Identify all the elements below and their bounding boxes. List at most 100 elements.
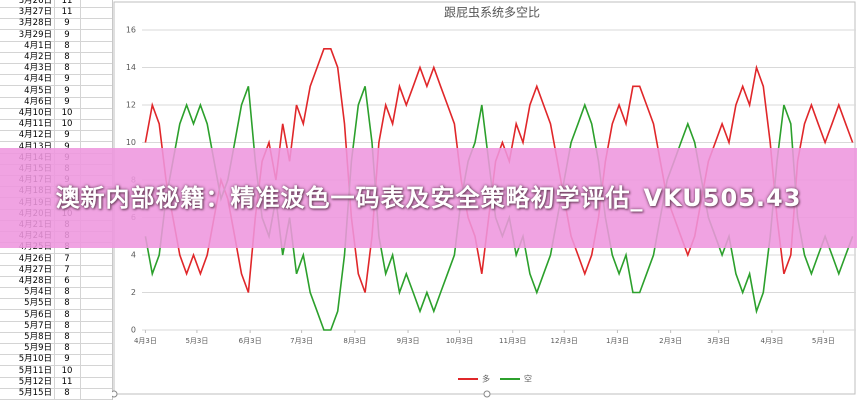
sheet-row[interactable]: 4月28日 6 xyxy=(0,276,112,288)
cell-date[interactable]: 4月4日 xyxy=(24,74,52,85)
x-tick-label: 4月3日 xyxy=(134,337,157,345)
cell-value[interactable]: 9 xyxy=(64,74,70,85)
cell-value[interactable]: 8 xyxy=(64,52,70,62)
cell-value[interactable]: 9 xyxy=(64,130,70,141)
x-tick-label: 2月3日 xyxy=(659,337,682,345)
sheet-row[interactable]: 3月26日 11 xyxy=(0,0,112,8)
cell-value[interactable]: 10 xyxy=(61,108,73,118)
cell-date[interactable]: 5月5日 xyxy=(24,298,52,309)
sheet-row[interactable]: 5月9日 8 xyxy=(0,343,112,356)
cell-value[interactable]: 7 xyxy=(64,253,70,264)
cell-value[interactable]: 9 xyxy=(64,29,70,40)
banner: 澳新内部秘籍：精准波色一码表及安全策略初学评估_VKU505.43 xyxy=(0,148,857,248)
sheet-row[interactable]: 4月1日 8 xyxy=(0,41,112,53)
cell-value[interactable]: 8 xyxy=(64,320,70,331)
resize-handle[interactable] xyxy=(112,390,118,398)
y-tick-label: 16 xyxy=(126,26,136,35)
cell-value[interactable]: 11 xyxy=(61,0,73,6)
x-tick-label: 7月3日 xyxy=(290,337,313,345)
cell-date[interactable]: 3月28日 xyxy=(18,18,52,29)
chart-title: 跟屁虫系统多空比 xyxy=(444,6,540,20)
sheet-row[interactable]: 4月6日 9 xyxy=(0,97,112,109)
sheet-row[interactable]: 5月4日 8 xyxy=(0,287,112,300)
cell-date[interactable]: 5月6日 xyxy=(24,309,52,320)
cell-date[interactable]: 4月3日 xyxy=(24,63,52,74)
cell-date[interactable]: 5月11日 xyxy=(18,365,52,376)
cell-date[interactable]: 4月26日 xyxy=(18,253,52,264)
cell-value[interactable]: 7 xyxy=(64,264,70,275)
x-tick-label: 1月3日 xyxy=(606,337,629,345)
sheet-row[interactable]: 4月12日 9 xyxy=(0,130,112,143)
y-tick-label: 2 xyxy=(131,288,136,297)
cell-date[interactable]: 4月6日 xyxy=(24,96,52,107)
cell-date[interactable]: 4月27日 xyxy=(18,264,52,275)
x-tick-label: 3月3日 xyxy=(707,337,730,345)
cell-date[interactable]: 5月8日 xyxy=(24,332,52,342)
cell-date[interactable]: 5月7日 xyxy=(24,320,52,331)
x-tick-label: 5月3日 xyxy=(185,337,208,345)
cell-date[interactable]: 5月15日 xyxy=(18,388,52,398)
cell-value[interactable]: 11 xyxy=(61,7,73,18)
resize-handle[interactable] xyxy=(483,390,491,398)
cell-value[interactable]: 8 xyxy=(64,343,70,354)
cell-date[interactable]: 4月5日 xyxy=(24,85,52,96)
cell-date[interactable]: 3月27日 xyxy=(18,7,52,18)
banner-text: 澳新内部秘籍：精准波色一码表及安全策略初学评估_VKU505.43 xyxy=(55,184,802,212)
sheet-row[interactable]: 3月29日 9 xyxy=(0,30,112,42)
legend-label: 多 xyxy=(482,374,490,384)
cell-value[interactable]: 10 xyxy=(61,119,73,130)
cell-value[interactable]: 8 xyxy=(64,309,70,320)
x-tick-label: 5月3日 xyxy=(812,337,835,345)
sheet-row[interactable]: 5月15日 8 xyxy=(0,388,112,400)
cell-value[interactable]: 9 xyxy=(64,141,70,152)
cell-date[interactable]: 4月10日 xyxy=(18,108,52,118)
cell-date[interactable]: 4月12日 xyxy=(18,130,52,141)
cell-date[interactable]: 4月28日 xyxy=(18,276,52,286)
sheet-row[interactable]: 4月2日 8 xyxy=(0,52,112,64)
x-tick-label: 12月3日 xyxy=(551,337,578,345)
cell-date[interactable]: 5月4日 xyxy=(24,287,52,298)
y-tick-label: 4 xyxy=(131,251,136,260)
cell-value[interactable]: 8 xyxy=(64,40,70,51)
sheet-row[interactable]: 5月10日 9 xyxy=(0,354,112,367)
cell-value[interactable]: 8 xyxy=(64,388,70,398)
cell-value[interactable]: 10 xyxy=(61,365,73,376)
sheet-row[interactable]: 4月26日 7 xyxy=(0,254,112,266)
sheet-row[interactable]: 5月5日 8 xyxy=(0,298,112,311)
sheet-row[interactable]: 3月27日 11 xyxy=(0,7,112,20)
cell-date[interactable]: 5月12日 xyxy=(18,376,52,387)
cell-value[interactable]: 9 xyxy=(64,18,70,29)
cell-date[interactable]: 3月29日 xyxy=(18,29,52,40)
x-tick-label: 6月3日 xyxy=(239,337,262,345)
sheet-row[interactable]: 5月8日 8 xyxy=(0,332,112,344)
cell-date[interactable]: 4月11日 xyxy=(18,119,52,130)
sheet-row[interactable]: 3月28日 9 xyxy=(0,18,112,31)
cell-value[interactable]: 9 xyxy=(64,85,70,96)
sheet-row[interactable]: 4月27日 7 xyxy=(0,265,112,277)
cell-value[interactable]: 6 xyxy=(64,276,70,286)
cell-value[interactable]: 9 xyxy=(64,96,70,107)
sheet-row[interactable]: 5月12日 11 xyxy=(0,377,112,389)
sheet-row[interactable]: 4月11日 10 xyxy=(0,119,112,132)
cell-date[interactable]: 5月10日 xyxy=(18,354,52,365)
cell-value[interactable]: 8 xyxy=(64,287,70,298)
sheet-row[interactable]: 4月5日 9 xyxy=(0,86,112,98)
x-tick-label: 4月3日 xyxy=(760,337,783,345)
cell-value[interactable]: 8 xyxy=(64,298,70,309)
sheet-row[interactable]: 5月7日 8 xyxy=(0,321,112,333)
sheet-row[interactable]: 5月6日 8 xyxy=(0,310,112,322)
sheet-row[interactable]: 4月10日 10 xyxy=(0,108,112,120)
legend-label: 空 xyxy=(524,374,532,384)
cell-value[interactable]: 9 xyxy=(64,354,70,365)
sheet-row[interactable]: 5月11日 10 xyxy=(0,366,112,378)
cell-date[interactable]: 3月26日 xyxy=(18,0,52,6)
cell-date[interactable]: 4月2日 xyxy=(24,52,52,62)
cell-value[interactable]: 8 xyxy=(64,63,70,74)
sheet-row[interactable]: 4月3日 8 xyxy=(0,63,112,76)
cell-value[interactable]: 11 xyxy=(61,376,73,387)
cell-value[interactable]: 8 xyxy=(64,332,70,342)
cell-date[interactable]: 5月9日 xyxy=(24,343,52,354)
cell-date[interactable]: 4月1日 xyxy=(24,40,52,51)
cell-date[interactable]: 4月13日 xyxy=(18,141,52,152)
sheet-row[interactable]: 4月4日 9 xyxy=(0,74,112,87)
